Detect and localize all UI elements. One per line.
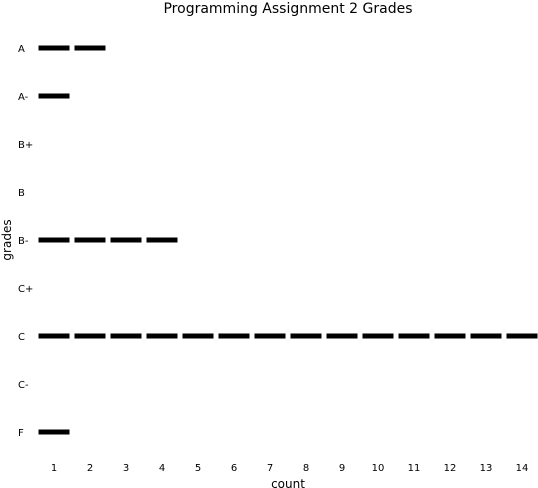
- bar: [38, 333, 538, 339]
- x-axis-label: count: [271, 477, 305, 488]
- x-tick-label: 6: [231, 463, 237, 474]
- bar-segment: [74, 237, 106, 243]
- y-tick-label: C-: [18, 380, 29, 391]
- y-tick-label: B: [18, 188, 25, 199]
- y-axis-label: grades: [0, 219, 14, 260]
- x-tick-label: 12: [444, 463, 457, 474]
- bar-segment: [38, 93, 70, 99]
- bar-segment: [110, 237, 142, 243]
- bar-segment: [38, 429, 70, 435]
- bar-segment: [434, 333, 466, 339]
- x-tick-label: 8: [303, 463, 309, 474]
- x-tick-label: 4: [159, 463, 165, 474]
- x-tick-label: 14: [516, 463, 529, 474]
- y-tick-label: F: [18, 428, 24, 439]
- bar: [38, 45, 106, 51]
- bar-segment: [398, 333, 430, 339]
- x-tick-label: 9: [339, 463, 345, 474]
- x-tick-label: 13: [480, 463, 493, 474]
- bar-segment: [182, 333, 214, 339]
- x-tick-label: 10: [372, 463, 385, 474]
- x-tick-label: 3: [123, 463, 129, 474]
- y-tick-label: C: [18, 332, 25, 343]
- bar-segment: [38, 333, 70, 339]
- x-tick-label: 5: [195, 463, 201, 474]
- y-tick-label: B-: [18, 236, 29, 247]
- bar-segment: [326, 333, 358, 339]
- bar-marks: [38, 45, 538, 435]
- y-tick-labels: A A- B+ B B- C+ C C- F: [18, 44, 33, 439]
- x-tick-label: 7: [267, 463, 273, 474]
- bar-segment: [362, 333, 394, 339]
- y-tick-label: A-: [18, 92, 29, 103]
- bar-segment: [38, 237, 70, 243]
- bar: [38, 429, 70, 435]
- bar: [38, 237, 178, 243]
- bar-segment: [74, 45, 106, 51]
- y-tick-label: C+: [18, 284, 33, 295]
- bar-segment: [506, 333, 538, 339]
- bar-segment: [110, 333, 142, 339]
- bar-segment: [74, 333, 106, 339]
- y-tick-label: A: [18, 44, 25, 55]
- chart-title: Programming Assignment 2 Grades: [163, 1, 412, 17]
- bar-segment: [146, 237, 178, 243]
- bar-segment: [290, 333, 322, 339]
- bar: [38, 93, 70, 99]
- x-tick-label: 11: [408, 463, 421, 474]
- bar-segment: [254, 333, 286, 339]
- bar-segment: [218, 333, 250, 339]
- x-tick-labels: 1 2 3 4 5 6 7 8 9 10 11 12 13 14: [51, 463, 529, 474]
- bar-segment: [470, 333, 502, 339]
- bar-segment: [38, 45, 70, 51]
- x-tick-label: 2: [87, 463, 93, 474]
- x-tick-label: 1: [51, 463, 57, 474]
- bar-segment: [146, 333, 178, 339]
- y-tick-label: B+: [18, 140, 33, 151]
